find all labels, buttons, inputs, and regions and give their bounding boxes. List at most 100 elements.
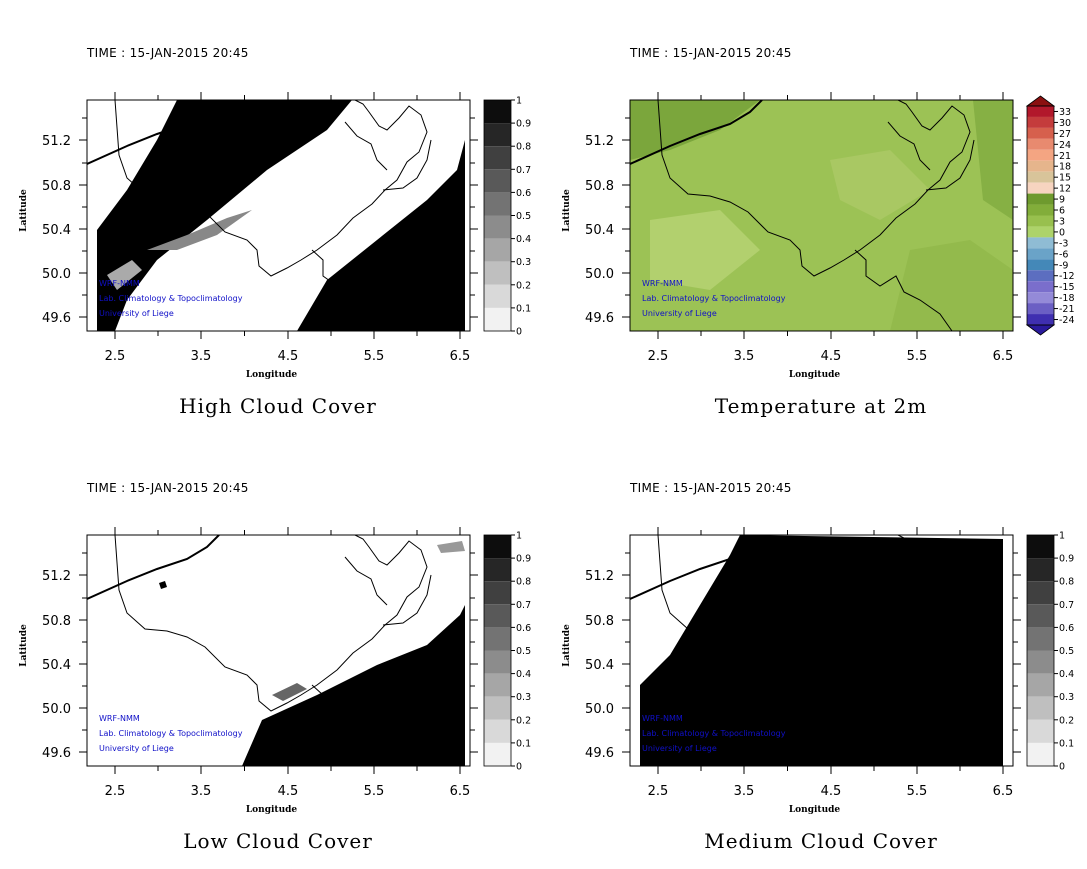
x-tick-label: 2.5 [648,784,669,799]
credit-text: University of Liege [99,744,174,753]
colorbar: 1 0.9 0.8 0.7 0.6 0.5 0.4 0.3 0.2 0.1 0 [1026,531,1074,773]
colorbar-label: 6 [1059,206,1065,217]
border-line [887,556,931,606]
colorbar-swatch [484,535,511,559]
colorbar-arrow-bottom [1025,324,1056,336]
colorbar-label: 12 [1059,184,1071,195]
border-line [311,249,410,331]
colorbar-swatch [484,169,511,193]
colorbar: 1 0.9 0.8 0.7 0.6 0.5 0.4 0.3 0.2 0.1 0 [483,96,531,338]
y-tick-label: 50.0 [585,267,614,282]
x-axis-label: Longitude [789,370,841,380]
coastline [630,535,763,600]
colorbar-swatch [1027,604,1054,628]
plot-frame [629,99,1014,332]
colorbar-swatch [1027,303,1054,315]
colorbar-swatch [484,558,511,582]
temp-patch [650,210,760,290]
colorbar-label: 0.7 [516,165,531,176]
x-tick-label: 3.5 [734,349,755,364]
colorbar-label: 0.4 [516,234,531,245]
field-layer [87,535,465,766]
colorbar-swatch [1027,742,1054,766]
colorbar-label: 0.9 [516,119,531,130]
y-tick-label: 50.4 [585,223,614,238]
x-tick-label: 3.5 [191,784,212,799]
colorbar-label: 0 [516,762,522,773]
x-tick-label: 6.5 [993,349,1014,364]
colorbar-swatch [1027,259,1054,271]
colorbar-frame [1026,105,1055,326]
coastline [630,100,763,165]
cloud-patch [159,581,167,589]
colorbar-label: 0.5 [1059,646,1074,657]
cloud-patch [437,541,465,553]
colorbar-label: -18 [1059,293,1075,304]
colorbar-label: 0.4 [1059,669,1074,680]
plot-frame [86,99,471,332]
colorbar-label: 0 [516,327,522,338]
y-tick-label: 50.4 [42,658,71,673]
colorbar-label: -6 [1059,249,1068,260]
x-tick-label: 4.5 [821,784,842,799]
y-tick-label: 50.0 [42,702,71,717]
y-tick-label: 51.2 [585,569,614,584]
colorbar-label: 0.2 [1059,715,1074,726]
colorbar-label: 24 [1059,140,1071,151]
colorbar-swatch [484,238,511,262]
plot-area: WRF-NMM Lab. Climatology & Topoclimatolog… [629,99,1014,332]
border-line [114,535,428,712]
colorbar-label: 1 [516,96,522,107]
axes [79,527,478,774]
colorbar-swatch [1027,226,1054,238]
border-line [344,121,388,171]
colorbar-swatch [484,123,511,147]
credit-text: WRF-NMM [642,279,683,288]
temp-patch [973,100,1013,220]
temp-patch [630,100,760,160]
colorbar-label: 0.6 [1059,623,1074,634]
plot-frame [629,534,1014,767]
x-tick-label: 4.5 [278,349,299,364]
colorbar-swatch [1027,581,1054,605]
y-tick-label: 51.2 [585,134,614,149]
colorbar-swatch [484,192,511,216]
x-axis-label: Longitude [789,805,841,815]
colorbar-label: 0 [1059,762,1065,773]
colorbar-label: 0.7 [516,600,531,611]
x-tick-label: 5.5 [364,784,385,799]
colorbar-label: 21 [1059,151,1071,162]
colorbar-label: 0.5 [516,211,531,222]
field-layer [87,100,465,331]
colorbar-label: -3 [1059,238,1068,249]
colorbar-label: 0 [1059,227,1065,238]
panel-medium-cloud: TIME : 15-JAN-2015 20:45 WRF-NMM Lab. Cli… [543,435,1086,869]
x-tick-label: 4.5 [278,784,299,799]
time-label: TIME : 15-JAN-2015 20:45 [630,46,792,60]
border-line [382,574,432,626]
y-tick-label: 49.6 [42,311,71,326]
colorbar-swatch [484,604,511,628]
x-tick-label: 2.5 [105,784,126,799]
time-label: TIME : 15-JAN-2015 20:45 [87,46,249,60]
colorbar-label: 27 [1059,129,1071,140]
y-tick-label: 50.4 [585,658,614,673]
x-axis-label: Longitude [246,370,298,380]
colorbar-swatch [484,261,511,285]
colorbar-label: 0.9 [1059,554,1074,565]
x-tick-label: 2.5 [648,349,669,364]
colorbar-swatch [1027,673,1054,697]
colorbar-swatch [1027,237,1054,249]
colorbar-swatch [484,581,511,605]
colorbar-label: -12 [1059,271,1075,282]
axes [79,92,478,339]
border-line [887,121,931,171]
y-tick-label: 49.6 [42,746,71,761]
x-tick-label: 3.5 [191,349,212,364]
colorbar-label: 33 [1059,107,1071,118]
panel-high-cloud: TIME : 15-JAN-2015 20:45 WRF-NMM Lab. Cli… [0,0,543,434]
y-tick-label: 49.6 [585,311,614,326]
credit-text: Lab. Climatology & Topoclimatology [642,294,786,303]
colorbar-label: 18 [1059,162,1071,173]
colorbar-label: 0.5 [516,646,531,657]
